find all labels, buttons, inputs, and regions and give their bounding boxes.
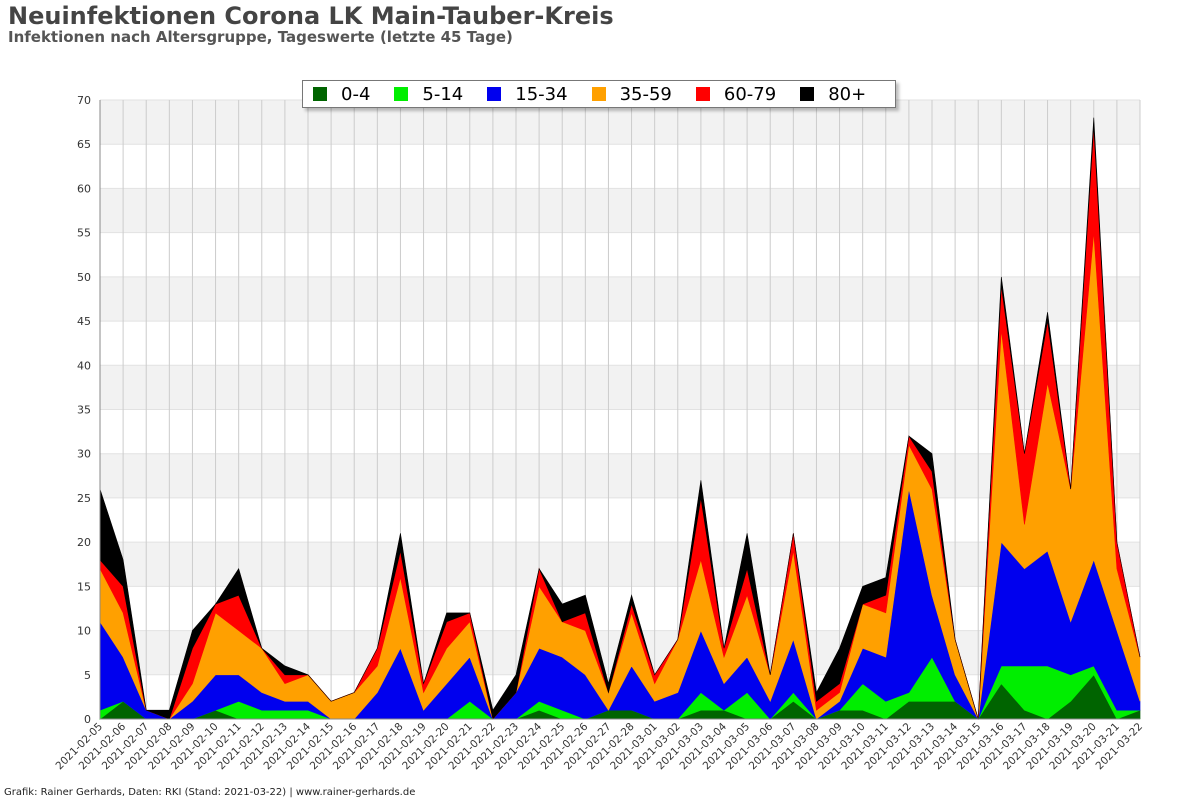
area-series-80+ <box>99 117 1141 720</box>
legend-swatch <box>487 87 502 101</box>
chart-legend: 0-4 5-14 15-34 35-59 60-79 80+ <box>302 80 896 108</box>
grid-band <box>100 453 1140 498</box>
y-tick-label: 25 <box>77 492 91 505</box>
grid-band <box>100 276 1140 322</box>
legend-swatch <box>394 87 409 101</box>
y-tick-label: 0 <box>84 713 91 726</box>
legend-swatch <box>591 87 606 101</box>
legend-item: 5-14 <box>394 84 463 105</box>
y-tick-label: 30 <box>77 448 91 461</box>
y-tick-label: 45 <box>77 315 91 328</box>
legend-swatch <box>695 87 710 101</box>
y-tick-label: 60 <box>77 182 91 195</box>
legend-label: 5-14 <box>422 83 464 105</box>
legend-label: 35-59 <box>619 83 672 105</box>
legend-item: 0-4 <box>313 84 370 105</box>
chart-title: Neuinfektionen Corona LK Main-Tauber-Kre… <box>8 2 614 30</box>
legend-label: 0-4 <box>341 83 371 105</box>
legend-label: 60-79 <box>723 83 777 105</box>
y-tick-label: 20 <box>77 536 91 549</box>
legend-label: 15-34 <box>515 83 568 105</box>
y-tick-label: 15 <box>77 580 91 593</box>
legend-swatch <box>313 87 327 101</box>
legend-item: 80+ <box>800 84 866 105</box>
legend-item: 35-59 <box>591 83 672 105</box>
y-tick-label: 10 <box>77 625 91 638</box>
chart-subtitle: Infektionen nach Altersgruppe, Tageswert… <box>8 28 513 46</box>
legend-swatch <box>800 87 815 101</box>
footer-credit: Grafik: Rainer Gerhards, Daten: RKI (Sta… <box>4 787 416 798</box>
grid-band <box>100 365 1140 410</box>
legend-label: 80+ <box>828 83 867 105</box>
y-tick-label: 35 <box>77 404 91 417</box>
y-tick-label: 70 <box>77 94 91 107</box>
legend-item: 15-34 <box>487 83 568 105</box>
y-tick-label: 50 <box>77 271 91 284</box>
grid-band <box>100 542 1140 587</box>
y-tick-label: 55 <box>77 227 91 240</box>
y-tick-label: 65 <box>77 138 91 151</box>
y-tick-label: 40 <box>77 359 91 372</box>
legend-item: 60-79 <box>695 83 777 105</box>
y-tick-label: 5 <box>84 669 91 682</box>
grid-band <box>100 188 1140 233</box>
